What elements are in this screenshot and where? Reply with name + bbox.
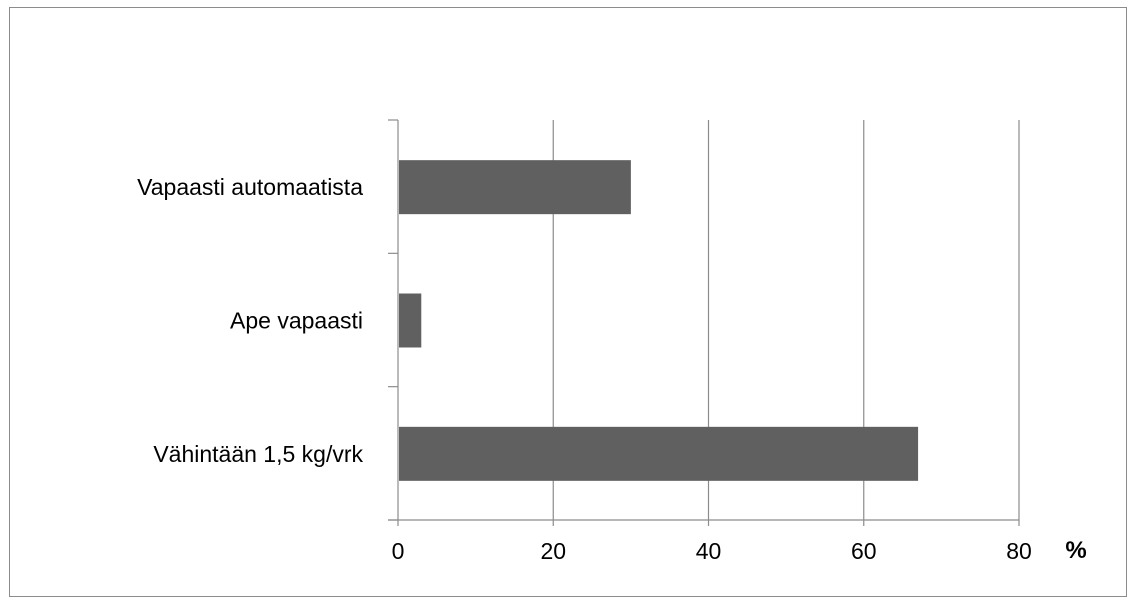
category-label: Vapaasti automaatista — [137, 174, 363, 200]
x-tick-label: 40 — [696, 538, 722, 564]
x-tick-label: 20 — [540, 538, 566, 564]
axes — [388, 119, 1020, 526]
labels: 0 20 40 60 80 Vapaasti automaatista Ape vapaas… — [137, 174, 1087, 564]
category-label: Ape vapaasti — [230, 308, 363, 334]
bar-1 — [399, 293, 422, 348]
bar-0 — [399, 160, 631, 215]
chart-frame — [9, 7, 1127, 597]
category-label: Vähintään 1,5 kg/vrk — [153, 441, 363, 467]
bar-2 — [399, 426, 919, 481]
bar-chart: 0 20 40 60 80 Vapaasti automaatista Ape vapaas… — [137, 119, 1087, 564]
x-tick-label: 0 — [392, 538, 405, 564]
x-tick-label: 80 — [1006, 538, 1032, 564]
bars — [399, 160, 919, 481]
unit-label: % — [1065, 537, 1086, 564]
x-tick-label: 60 — [851, 538, 877, 564]
